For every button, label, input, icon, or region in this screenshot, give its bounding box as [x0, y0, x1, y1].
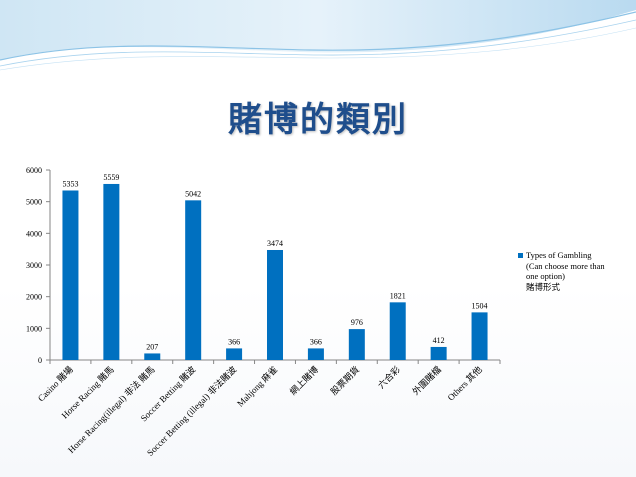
category-label: 外圍賭檔	[410, 364, 443, 397]
y-tick-label: 1000	[26, 324, 42, 333]
category-label: 股票期貨	[328, 364, 361, 397]
category-label: Others 其他	[445, 364, 484, 403]
page-title: 賭博的類別	[228, 100, 408, 140]
category-label: 網上賭博	[287, 364, 320, 397]
data-label: 366	[310, 337, 322, 346]
y-tick-label: 0	[38, 356, 42, 365]
legend-swatch	[518, 253, 523, 258]
data-label: 3474	[267, 239, 283, 248]
bar	[226, 348, 243, 360]
bar	[348, 329, 365, 360]
bar	[185, 200, 202, 360]
data-label: 976	[351, 318, 363, 327]
y-tick-label: 2000	[26, 293, 42, 302]
data-label: 5042	[185, 189, 201, 198]
data-label: 1821	[390, 291, 406, 300]
bar	[103, 183, 120, 360]
y-tick-label: 3000	[26, 261, 42, 270]
legend-label: Types of Gambling (Can choose more than …	[526, 250, 605, 292]
data-label: 366	[228, 337, 240, 346]
category-label: Mahjong 麻雀	[234, 364, 279, 409]
category-label: 六合彩	[375, 364, 402, 391]
data-label: 1504	[472, 301, 488, 310]
bar	[430, 346, 447, 360]
data-label: 5559	[103, 173, 119, 182]
bar	[62, 190, 79, 360]
category-label: Soccer Betting (illegal) 非法賭波	[144, 364, 238, 458]
bar	[267, 249, 283, 360]
data-label: 412	[433, 336, 445, 345]
header-wave-decoration	[0, 0, 636, 71]
y-tick-label: 4000	[26, 229, 42, 238]
category-label: Casino 賭場	[35, 364, 75, 404]
category-label: Horse Racing(illegal) 非法 賭馬	[65, 364, 156, 455]
data-label: 5353	[62, 179, 78, 188]
chart-bars	[62, 183, 488, 360]
bar	[307, 348, 324, 360]
y-tick-label: 5000	[26, 198, 42, 207]
y-tick-label: 6000	[26, 166, 42, 175]
chart-data-labels: 5353 5559 207 5042 366 3474 366 976 1821 412 1504	[62, 173, 487, 351]
bar	[389, 302, 406, 360]
bar	[471, 312, 488, 360]
data-label: 207	[146, 342, 158, 351]
bar	[144, 353, 161, 360]
chart-legend: Types of Gambling (Can choose more than …	[518, 250, 634, 292]
chart-axes: 0 1000 2000 3000 4000 5000 6000	[26, 166, 501, 365]
